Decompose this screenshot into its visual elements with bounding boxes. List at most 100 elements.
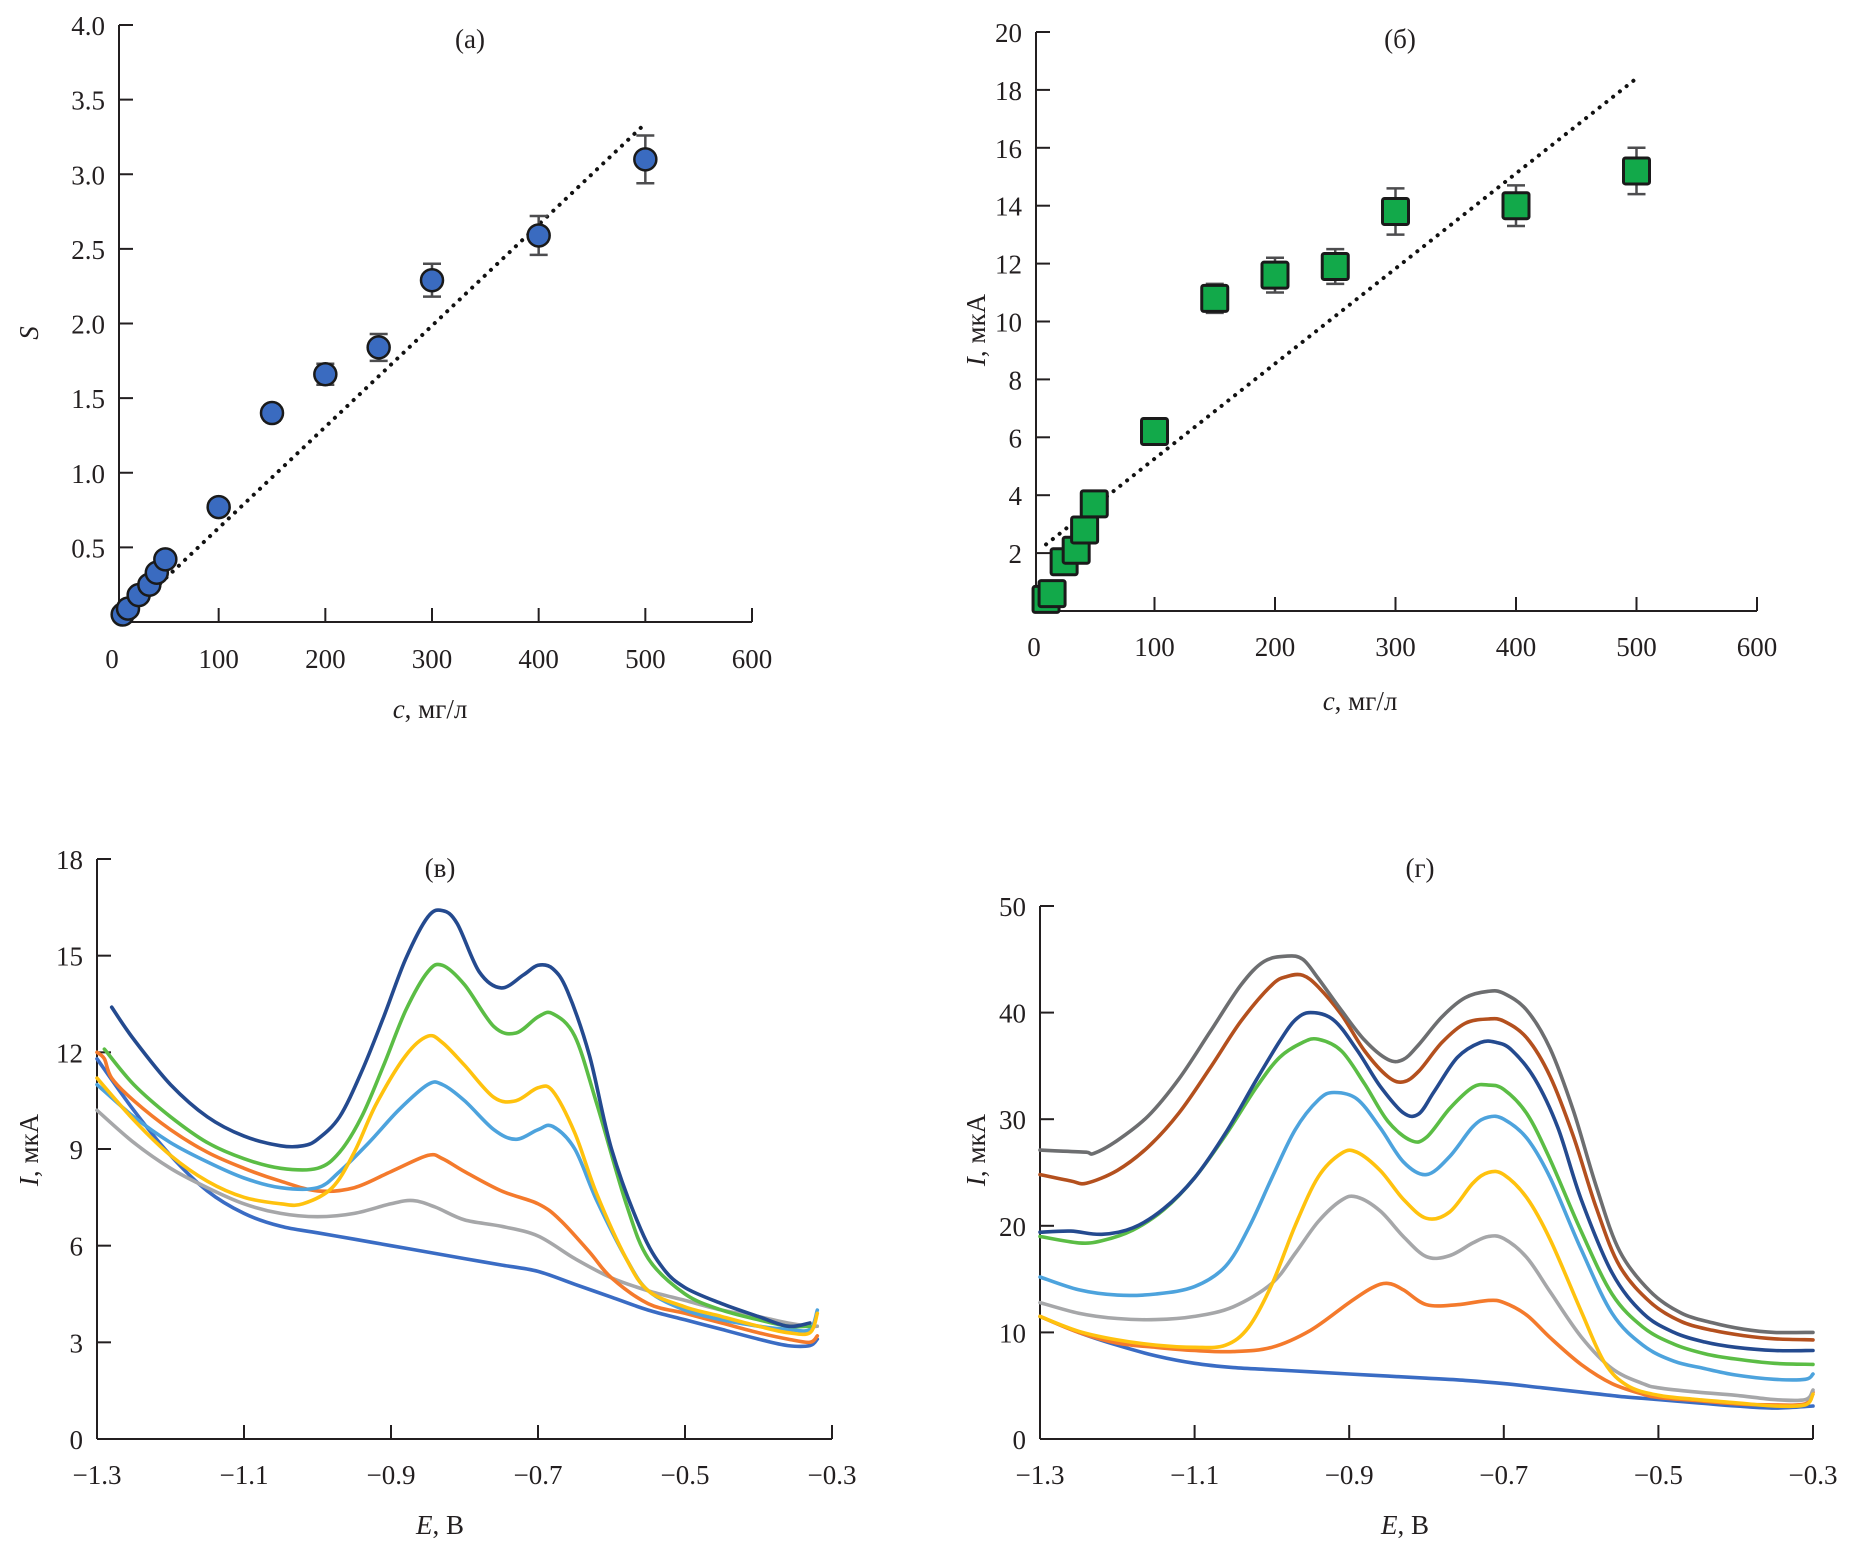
y-tick-label: 2.5: [71, 235, 105, 265]
x-tick-label: −1.1: [220, 1460, 269, 1490]
data-point: [153, 547, 178, 572]
data-point: [1079, 489, 1109, 519]
y-tick-label: 18: [995, 76, 1022, 106]
x-tick-label: 300: [1375, 632, 1416, 662]
x-tick-label: 600: [1737, 632, 1778, 662]
x-tick-label: −1.3: [73, 1460, 122, 1490]
y-tick-label: 20: [999, 1212, 1026, 1242]
x-tick-label: 400: [1496, 632, 1537, 662]
data-point: [526, 223, 551, 248]
x-tick-label: 300: [412, 644, 453, 674]
y-axis-var: I: [961, 1175, 991, 1187]
series-line-curve-5: [95, 1033, 820, 1337]
y-tick-label: 12: [56, 1038, 83, 1068]
y-tick-label: 40: [999, 999, 1026, 1029]
data-point: [1200, 283, 1230, 313]
x-axis-var: E: [415, 1510, 433, 1540]
y-tick-label: 10: [999, 1318, 1026, 1348]
series-line-curve-3: [1038, 1194, 1815, 1403]
data-point: [366, 335, 391, 360]
series-line-curve-1: [95, 1057, 820, 1349]
y-tick-label: 8: [1009, 365, 1023, 395]
y-tick-label: 6: [1009, 423, 1023, 453]
y-axis-unit: , мкА: [961, 1113, 991, 1177]
x-tick-label: 600: [732, 644, 773, 674]
x-tick-label: 200: [305, 644, 346, 674]
x-tick-label: −1.3: [1016, 1460, 1065, 1490]
y-tick-label: 4: [1009, 481, 1023, 511]
x-tick-label: −0.3: [808, 1460, 857, 1490]
data-point: [1070, 515, 1100, 545]
y-tick-label: 2: [1009, 539, 1023, 569]
x-tick-label: −0.5: [661, 1460, 710, 1490]
x-tick-label: −1.1: [1170, 1460, 1219, 1490]
x-tick-label: −0.7: [1479, 1460, 1528, 1490]
x-axis-unit: , В: [1397, 1510, 1429, 1540]
panel-label: (г): [1405, 853, 1434, 883]
x-axis-title: c, мг/л: [1323, 686, 1398, 716]
y-axis-unit: , мкА: [961, 293, 991, 357]
panel-label: (а): [455, 24, 485, 54]
series-line-curve-3: [95, 1050, 820, 1345]
y-tick-label: 18: [56, 845, 83, 875]
series-line-curve-4: [95, 1080, 820, 1333]
series-line-curve-4: [1038, 1148, 1815, 1409]
y-axis-title: I, мкА: [961, 1113, 991, 1187]
y-tick-label: 4.0: [71, 11, 105, 41]
panel-g-voltammogram: −1.3 −1.1 −0.9 −0.7 −0.5 −0.3 0 10 20 30 40 50 (г) E,…: [961, 853, 1837, 1540]
x-axis-var: E: [1380, 1510, 1398, 1540]
series-line-curve-7: [109, 908, 812, 1329]
y-tick-label: 0: [70, 1425, 84, 1455]
x-tick-label: −0.7: [514, 1460, 563, 1490]
y-tick-label: 0: [1013, 1425, 1027, 1455]
x-tick-label: 0: [105, 644, 119, 674]
y-axis-title: I, мкА: [14, 1113, 44, 1187]
x-tick-label: −0.5: [1634, 1460, 1683, 1490]
x-tick-label: 400: [518, 644, 559, 674]
data-point: [1037, 579, 1067, 609]
data-point: [1622, 156, 1651, 186]
x-tick-label: 500: [625, 644, 666, 674]
x-tick-label: 100: [198, 644, 239, 674]
series-line-curve-6: [102, 962, 812, 1329]
y-tick-label: 50: [999, 892, 1026, 922]
x-tick-label: 500: [1616, 632, 1657, 662]
y-tick-label: 9: [70, 1135, 84, 1165]
data-point: [1140, 417, 1169, 447]
y-tick-label: 0.5: [71, 533, 105, 563]
x-tick-label: −0.3: [1789, 1460, 1838, 1490]
y-tick-label: 1.5: [71, 384, 105, 414]
x-axis-unit: , мг/л: [1335, 686, 1398, 716]
x-axis-title: E, В: [415, 1510, 464, 1540]
panel-label: (в): [425, 853, 456, 883]
x-axis-title: c, мг/л: [393, 694, 468, 724]
panel-label: (б): [1384, 24, 1416, 54]
data-point: [313, 361, 338, 387]
y-tick-label: 2.0: [71, 310, 105, 340]
y-tick-label: 3: [70, 1328, 84, 1358]
x-tick-label: 100: [1134, 632, 1175, 662]
data-point: [1501, 191, 1531, 221]
x-tick-label: 200: [1255, 632, 1296, 662]
series-line-curve-8: [1038, 972, 1815, 1342]
y-axis-title: S: [14, 326, 44, 340]
series-line-curve-5: [1038, 1090, 1815, 1382]
trend-line: [120, 121, 648, 622]
series-line-curve-7: [1038, 1010, 1815, 1353]
trend-line: [1044, 76, 1639, 547]
x-tick-label: 0: [1027, 632, 1041, 662]
x-axis-var: c: [393, 694, 405, 724]
y-axis-var: I: [961, 355, 991, 367]
x-tick-label: −0.9: [1325, 1460, 1374, 1490]
y-tick-label: 16: [995, 134, 1022, 164]
y-axis-unit: , мкА: [14, 1113, 44, 1177]
data-point: [633, 147, 658, 172]
data-point: [1320, 251, 1350, 281]
y-axis-var: I: [14, 1175, 44, 1187]
y-tick-label: 14: [995, 192, 1023, 222]
series-line-curve-9: [1038, 954, 1815, 1335]
y-tick-label: 30: [999, 1105, 1026, 1135]
y-axis-title: I, мкА: [961, 293, 991, 367]
